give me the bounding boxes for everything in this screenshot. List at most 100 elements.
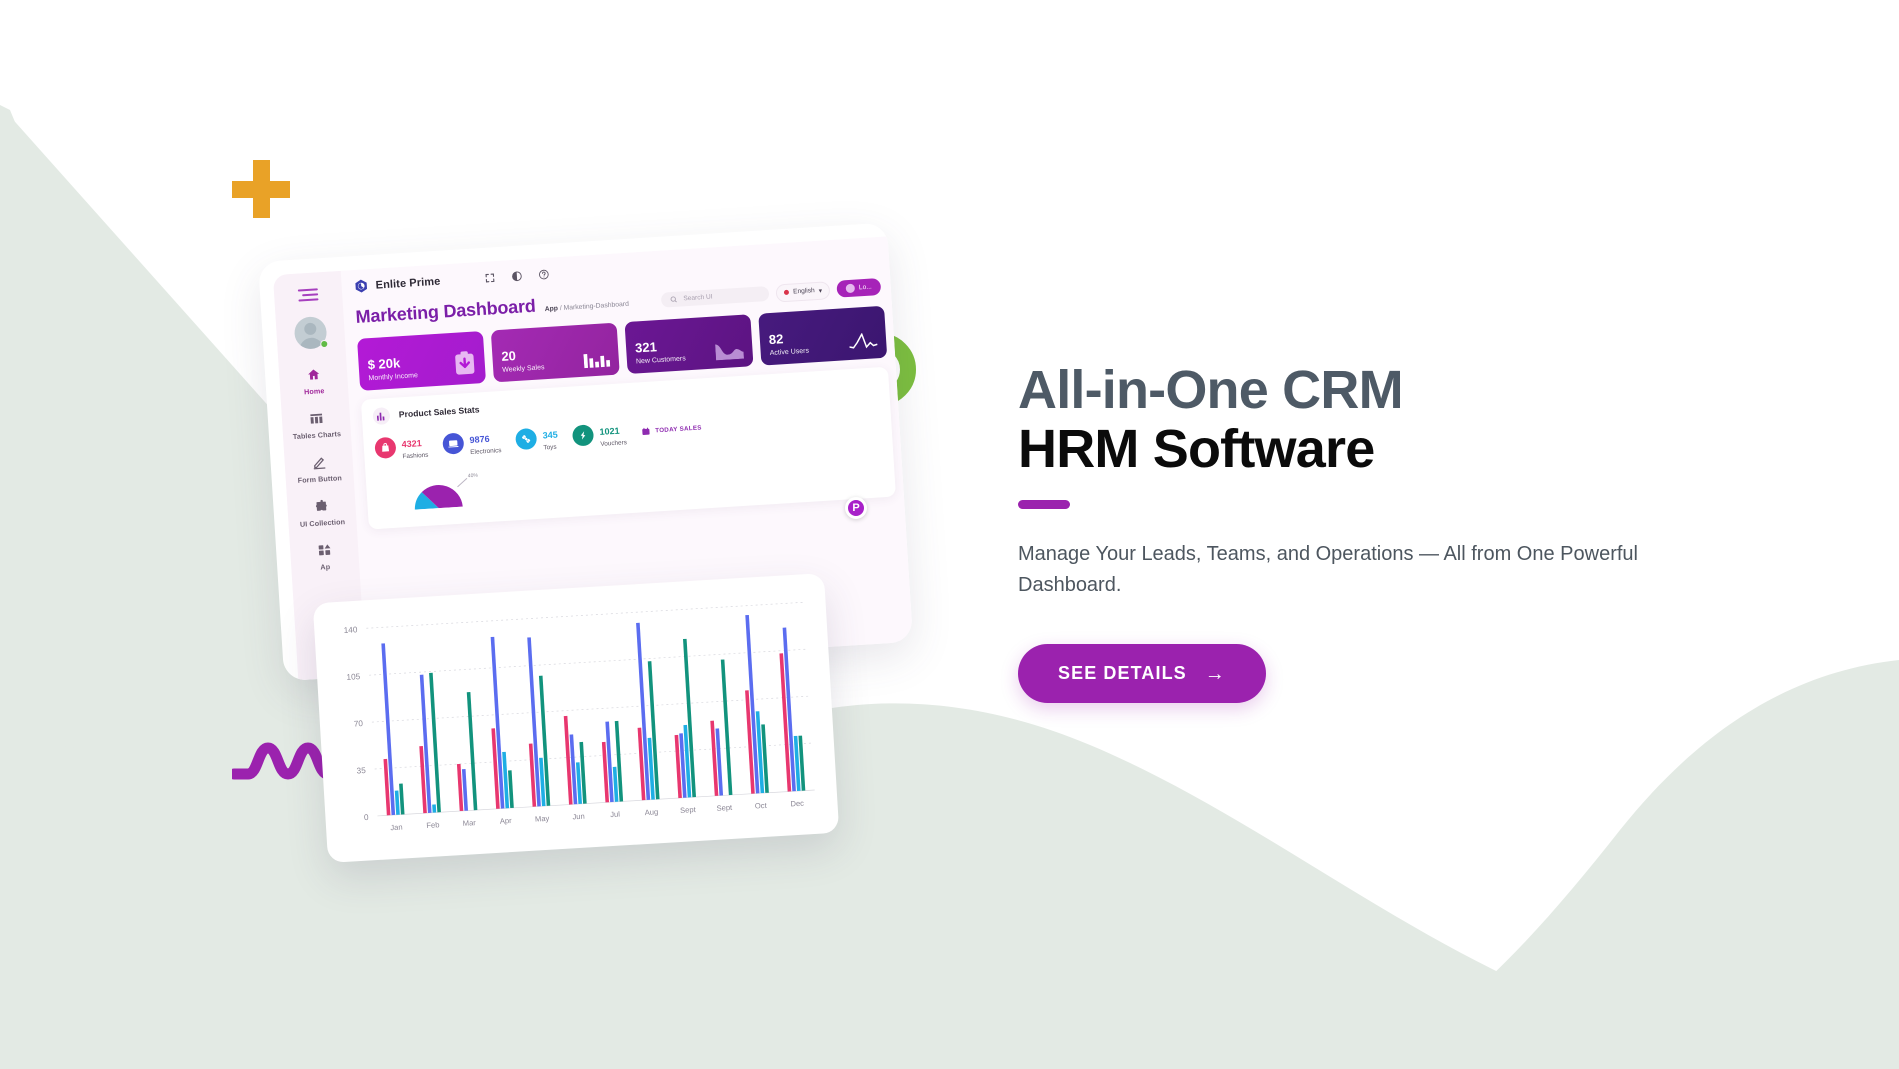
- chart-bar: [394, 790, 400, 815]
- stat-card-active-users[interactable]: 82 Active Users: [758, 305, 888, 366]
- sidebar-item-form-button[interactable]: Form Button: [284, 450, 354, 485]
- sidebar-item-ui-collection[interactable]: UI Collection: [287, 494, 357, 529]
- stat-label: Active Users: [769, 347, 810, 357]
- y-axis-tick: 0: [364, 813, 370, 822]
- breadcrumb-root[interactable]: App: [544, 305, 559, 314]
- x-axis-tick: Jul: [610, 810, 621, 820]
- y-axis-tick: 35: [356, 766, 366, 776]
- chart-bar: [466, 692, 478, 811]
- language-label: English: [792, 287, 815, 296]
- stat-card-weekly-sales[interactable]: 20 Weekly Sales: [490, 322, 620, 382]
- chart-bar: [399, 783, 405, 815]
- line-mini-icon: [849, 331, 878, 349]
- fullscreen-icon[interactable]: [484, 272, 496, 284]
- sidebar-item-label: Home: [303, 386, 325, 397]
- product-list: 4321 Fashions: [374, 404, 881, 462]
- chart-bar: [528, 743, 537, 807]
- stat-card-new-customers[interactable]: 321 New Customers: [624, 313, 754, 374]
- product-sales-panel: Product Sales Stats 4321: [360, 366, 896, 530]
- donut-chart: 40%: [414, 472, 479, 510]
- accent-bar: [1018, 500, 1070, 510]
- fan-icon: [515, 427, 538, 451]
- x-axis-tick: Jan: [390, 822, 403, 832]
- search-icon: [670, 296, 678, 303]
- y-axis-tick: 105: [346, 672, 361, 682]
- home-icon: [279, 363, 348, 386]
- product-item-vouchers[interactable]: 1021 Vouchers: [572, 420, 627, 449]
- x-axis-tick: Dec: [790, 799, 804, 809]
- sidebar-item-home[interactable]: Home: [279, 363, 349, 398]
- menu-icon[interactable]: [297, 288, 319, 302]
- help-icon[interactable]: [538, 269, 550, 281]
- bar-chart-icon: [372, 406, 391, 425]
- stat-card-monthly-income[interactable]: $ 20k Monthly Income: [356, 330, 487, 391]
- x-axis-tick: Sept: [716, 803, 733, 813]
- user-menu-button[interactable]: Lo...: [836, 277, 882, 298]
- chevron-down-icon: ▾: [818, 287, 823, 295]
- user-avatar-icon: [845, 283, 856, 294]
- search-placeholder: Search UI: [683, 293, 713, 303]
- chart-bar: [569, 734, 578, 805]
- calendar-icon: [642, 427, 650, 436]
- y-axis-tick: 70: [354, 719, 364, 729]
- product-item-electronics[interactable]: 9876 Electronics: [442, 428, 502, 458]
- apps-icon: [290, 538, 359, 561]
- breadcrumb: App / Marketing-Dashboard: [545, 301, 630, 313]
- sidebar-item-tables-charts[interactable]: Tables Charts: [281, 407, 351, 442]
- chart-bar: [614, 720, 624, 802]
- dashboard-mockup: Home Tables Charts: [258, 222, 914, 682]
- brand-name: Enlite Prime: [375, 275, 441, 292]
- laptop-icon: [442, 432, 465, 455]
- chart-bar: [605, 721, 614, 803]
- today-sales-chip[interactable]: TODAY SALES: [641, 423, 702, 436]
- sidebar-item-apps[interactable]: Ap: [290, 538, 360, 573]
- language-selector[interactable]: English ▾: [775, 280, 831, 303]
- x-axis-tick: May: [535, 814, 550, 824]
- bar-mini-icon: [583, 353, 611, 368]
- puzzle-icon: [287, 494, 356, 517]
- chart-bar: [637, 727, 646, 801]
- corner-badge-icon: P: [845, 497, 867, 519]
- chart-bar: [579, 741, 587, 804]
- ticket-icon: [572, 424, 595, 447]
- user-label: Lo...: [858, 283, 873, 292]
- bar-chart-card: 0 35 70 105 140 Jan Feb Mar Apr May Jun Jul Aug Sept S…: [312, 573, 840, 863]
- product-item-fashions[interactable]: 4321 Fashions: [374, 432, 429, 461]
- product-value: 345: [542, 429, 558, 440]
- stat-card-row: $ 20k Monthly Income 20: [356, 305, 895, 391]
- product-item-toys[interactable]: 345 Toys: [515, 424, 559, 453]
- chart-bar: [612, 766, 619, 802]
- gridline: [366, 601, 804, 629]
- stat-label: Monthly Income: [368, 371, 419, 382]
- gridline: [377, 789, 815, 817]
- chart-bar: [563, 715, 573, 805]
- see-details-button[interactable]: SEE DETAILS →: [1018, 644, 1266, 704]
- mint-blob-right: [1380, 660, 1899, 1069]
- chart-bar: [755, 711, 765, 794]
- page-title: Marketing Dashboard: [355, 295, 537, 327]
- x-axis-tick: Oct: [755, 801, 768, 811]
- contrast-icon[interactable]: [511, 270, 523, 282]
- plus-icon: [232, 160, 290, 218]
- logo-icon: [355, 279, 368, 293]
- chart-bar: [647, 737, 655, 800]
- chart-bar: [429, 672, 441, 813]
- x-axis-tick: Apr: [500, 816, 513, 826]
- stat-value: 20: [500, 348, 517, 365]
- stat-label: Weekly Sales: [502, 363, 545, 374]
- hero-text-block: All-in-One CRM HRM Software Manage Your …: [1018, 361, 1658, 704]
- x-axis-tick: Jun: [572, 812, 585, 822]
- chart-bar: [575, 762, 582, 805]
- gridline: [369, 648, 807, 676]
- today-sales-label: TODAY SALES: [655, 424, 702, 435]
- bar-chart-svg: 0 35 70 105 140 Jan Feb Mar Apr May Jun Jul Aug Sept S…: [343, 601, 815, 832]
- chart-bar: [456, 763, 464, 812]
- avatar[interactable]: [293, 315, 329, 350]
- cta-label: SEE DETAILS: [1058, 663, 1187, 684]
- sidebar-item-label: Form Button: [297, 473, 343, 485]
- chart-bar: [383, 758, 391, 816]
- chart-bar: [683, 638, 696, 798]
- area-mini-icon: [715, 343, 744, 360]
- search-input[interactable]: Search UI: [660, 285, 770, 308]
- chart-bar: [636, 622, 651, 800]
